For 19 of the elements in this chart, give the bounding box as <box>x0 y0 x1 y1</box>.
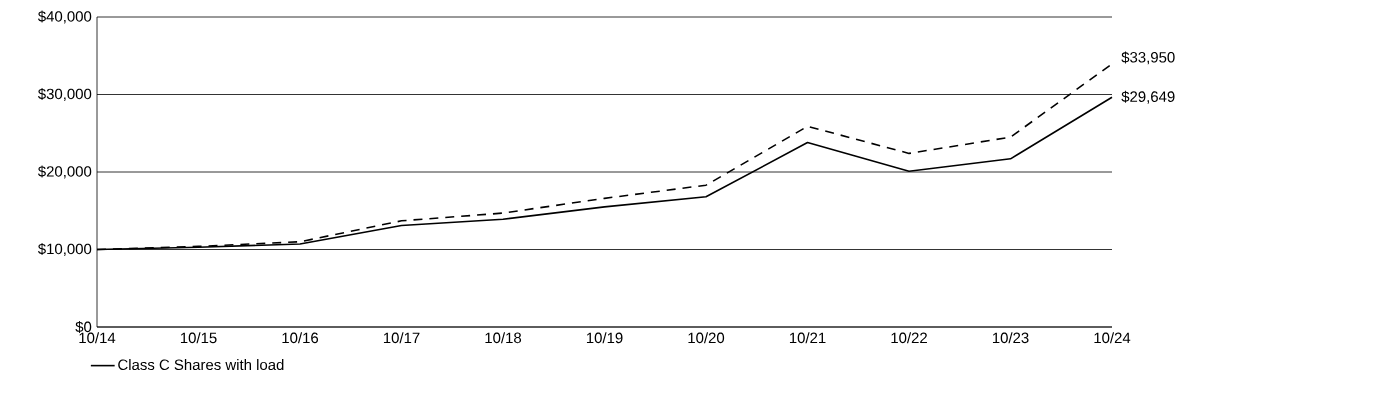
x-tick-label: 10/15 <box>180 332 217 344</box>
x-tick-label: 10/24 <box>1094 332 1131 344</box>
x-tick-label: 10/18 <box>485 332 522 344</box>
x-tick-label: 10/22 <box>891 332 927 344</box>
legend-label: Class C Shares with load <box>118 359 284 371</box>
y-tick-label: $10,000 <box>37 243 92 256</box>
x-tick-label: 10/17 <box>383 332 420 344</box>
x-tick-label: 10/20 <box>688 332 725 344</box>
x-tick-label: 10/23 <box>992 332 1029 344</box>
data-label: $33,950 <box>1121 51 1175 65</box>
y-tick-label: $20,000 <box>37 165 92 179</box>
x-tick-label: 10/19 <box>586 332 623 344</box>
x-tick-label: 10/14 <box>79 332 116 344</box>
x-tick-label: 10/21 <box>789 332 826 344</box>
data-label: $29,649 <box>1121 90 1175 104</box>
y-tick-label: $30,000 <box>37 88 92 101</box>
y-tick-label: $40,000 <box>37 10 92 24</box>
x-tick-label: 10/16 <box>282 332 319 344</box>
y-tick-label: $0 <box>75 320 92 334</box>
